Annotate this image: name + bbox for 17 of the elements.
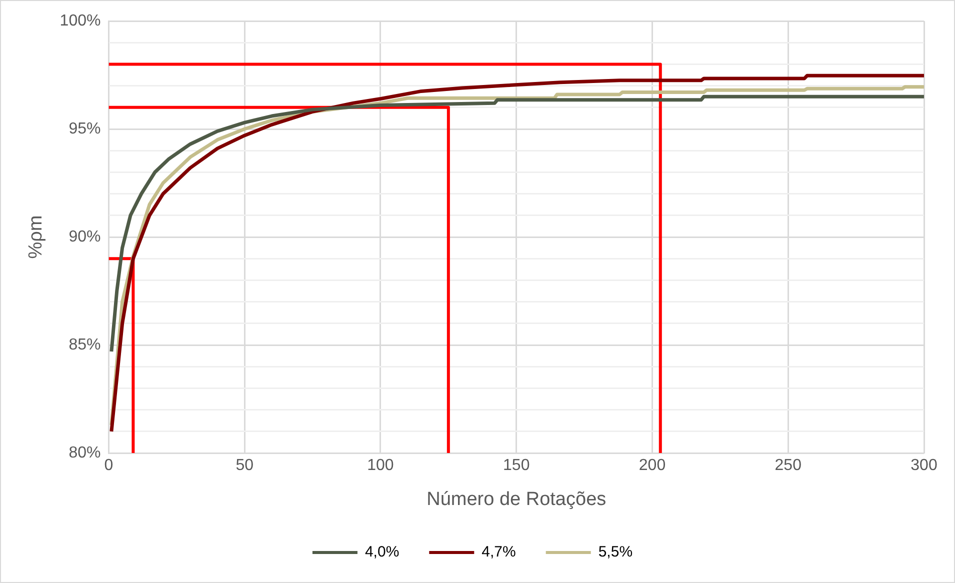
x-tick-label: 50 bbox=[236, 457, 254, 474]
x-tick-label: 250 bbox=[774, 457, 802, 474]
legend-label: 5,5% bbox=[598, 544, 633, 561]
y-axis-title: %ρm bbox=[26, 215, 47, 259]
y-tick-label: 85% bbox=[68, 336, 101, 354]
y-tick-label: 95% bbox=[68, 120, 101, 138]
x-tick-label: 100 bbox=[367, 457, 394, 474]
x-tick-label: 0 bbox=[104, 457, 114, 474]
y-tick-label: 90% bbox=[68, 228, 101, 246]
legend-label: 4,0% bbox=[364, 544, 400, 561]
x-axis-title: Número de Rotações bbox=[426, 488, 606, 510]
legend-label: 4,7% bbox=[482, 544, 516, 561]
y-tick-label: 100% bbox=[60, 12, 101, 30]
x-tick-label: 300 bbox=[910, 457, 938, 474]
y-tick-label: 80% bbox=[68, 444, 101, 462]
x-tick-label: 200 bbox=[638, 457, 666, 474]
x-tick-label: 150 bbox=[503, 457, 530, 474]
